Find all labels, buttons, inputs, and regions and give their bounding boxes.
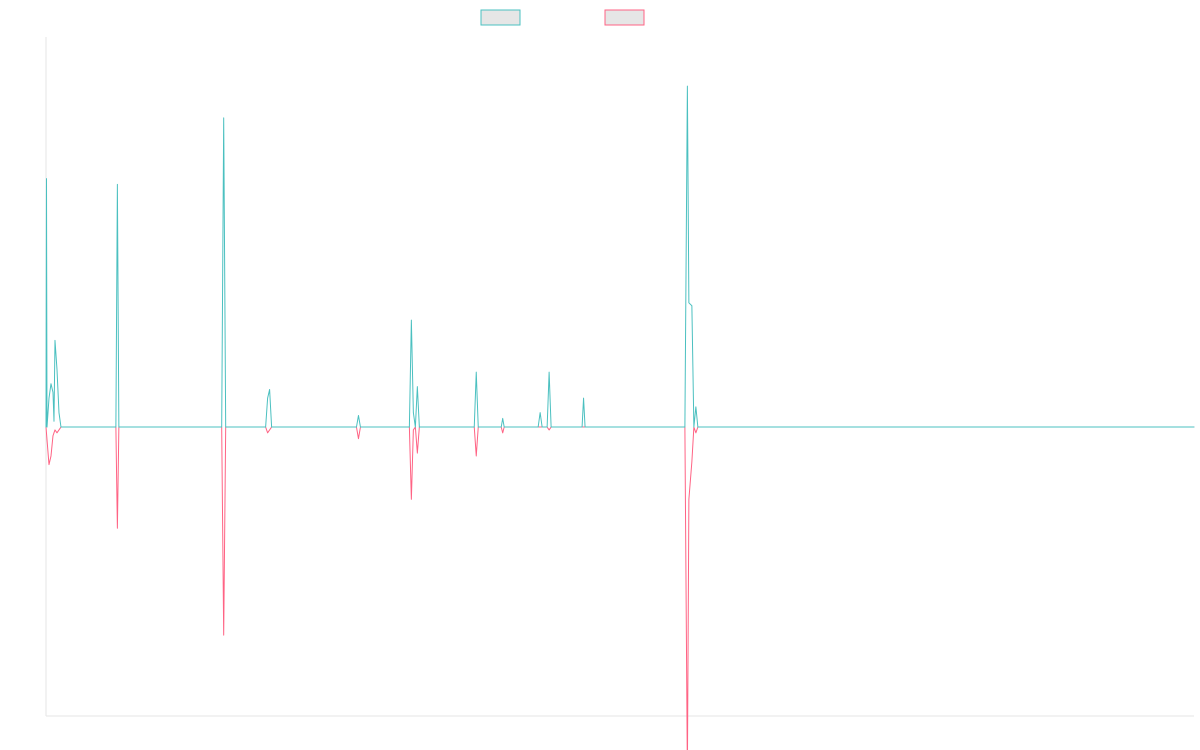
series-line-2[interactable] xyxy=(45,426,1195,750)
legend-swatch-series-b[interactable] xyxy=(604,9,645,26)
series-layer xyxy=(45,85,1195,750)
legend-swatch-series-a[interactable] xyxy=(480,9,521,26)
series-line-1[interactable] xyxy=(45,85,1195,428)
legend xyxy=(480,9,645,26)
axes xyxy=(45,37,1194,717)
